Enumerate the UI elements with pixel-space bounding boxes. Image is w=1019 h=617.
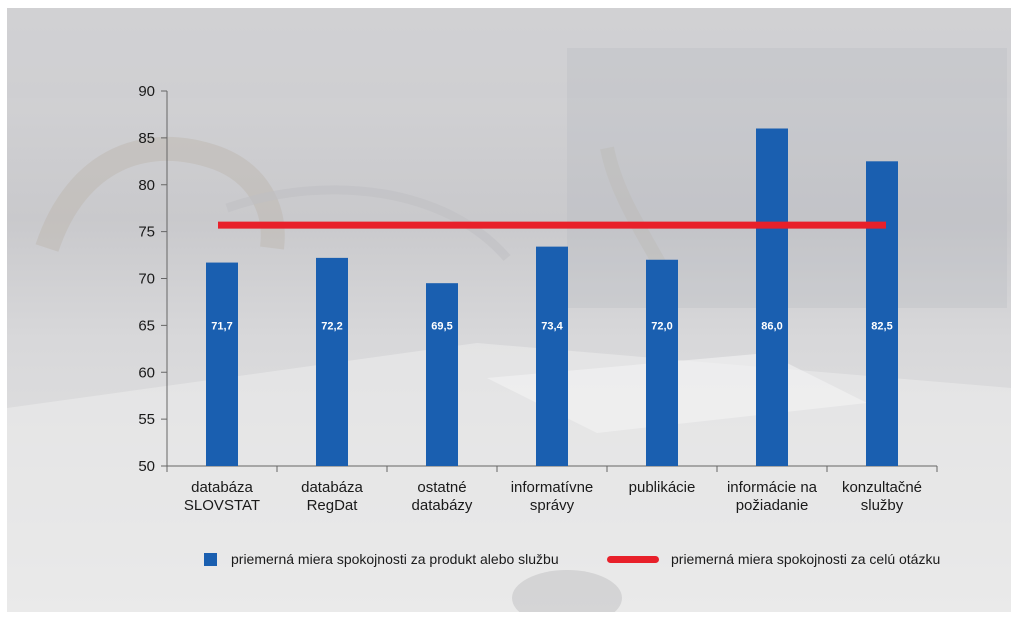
y-tick-label: 80	[138, 177, 155, 194]
y-tick-label: 70	[138, 271, 155, 288]
x-category-label: konzultačné	[842, 479, 922, 496]
y-tick-label: 50	[138, 458, 155, 475]
bar-chart: 50 55 60 65 70 75 80 85 90 71,7 72,2 69,5 73,4 72,0 8…	[138, 83, 940, 567]
y-tick-label: 75	[138, 224, 155, 241]
bar-data-label: 72,0	[651, 320, 672, 332]
bar-data-label: 71,7	[211, 320, 232, 332]
y-tick-label: 60	[138, 364, 155, 381]
bar-data-label: 73,4	[541, 320, 563, 332]
x-category-label: databázy	[412, 497, 473, 514]
category-labels: databázaSLOVSTATdatabázaRegDatostatnédat…	[184, 479, 922, 514]
bar	[426, 283, 458, 466]
x-category-label: informatívne	[511, 479, 594, 496]
chart-frame: 50 55 60 65 70 75 80 85 90 71,7 72,2 69,5 73,4 72,0 8…	[7, 8, 1011, 612]
legend-line-label: priemerná miera spokojnosti za celú otáz…	[671, 551, 940, 567]
x-axis	[166, 465, 938, 472]
bar	[206, 262, 238, 466]
bar-data-label: 69,5	[431, 320, 452, 332]
x-category-label: správy	[530, 497, 575, 514]
bar-data-label: 82,5	[871, 320, 892, 332]
bar	[536, 246, 568, 466]
bar	[866, 161, 898, 466]
x-category-label: požiadanie	[736, 497, 809, 514]
x-category-label: databáza	[301, 479, 363, 496]
y-tick-label: 65	[138, 317, 155, 334]
x-category-label: publikácie	[629, 479, 696, 496]
bar-data-label: 86,0	[761, 320, 782, 332]
x-category-label: informácie na	[727, 479, 818, 496]
y-axis: 50 55 60 65 70 75 80 85 90	[138, 83, 168, 475]
y-tick-label: 55	[138, 411, 155, 428]
y-tick-label: 90	[138, 83, 155, 100]
bar	[646, 259, 678, 466]
x-category-label: RegDat	[307, 497, 359, 514]
bar-series: 71,7 72,2 69,5 73,4 72,0 86,0 82,5	[206, 128, 898, 466]
legend: priemerná miera spokojnosti za produkt a…	[204, 551, 940, 567]
x-category-label: služby	[861, 497, 904, 514]
x-category-label: databáza	[191, 479, 253, 496]
legend-line-swatch	[607, 556, 659, 563]
x-category-label: SLOVSTAT	[184, 497, 260, 514]
legend-bar-label: priemerná miera spokojnosti za produkt a…	[231, 551, 559, 567]
x-category-label: ostatné	[417, 479, 466, 496]
bar	[316, 257, 348, 466]
bar-data-label: 72,2	[321, 320, 342, 332]
bar	[756, 128, 788, 466]
y-tick-label: 85	[138, 130, 155, 147]
legend-bar-swatch	[204, 553, 217, 566]
